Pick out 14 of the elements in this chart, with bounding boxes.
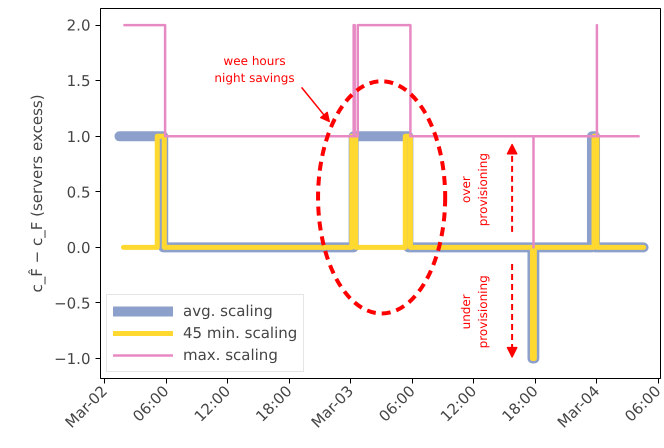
y-axis-title: c_F̂ − c_F (servers excess): [27, 94, 46, 293]
legend-label: avg. scaling: [183, 302, 273, 320]
legend-label: 45 min. scaling: [183, 324, 298, 342]
y-tick-label: 2.0: [66, 16, 91, 35]
y-tick-label: 0.5: [66, 183, 91, 202]
annotation: wee hours night savings: [214, 54, 295, 86]
y-tick-label: −1.0: [54, 350, 91, 368]
annotation: under provisioning: [459, 275, 490, 348]
y-tick-label: −0.5: [54, 294, 91, 312]
annotation: over provisioning: [459, 153, 490, 226]
y-tick-label: 1.5: [66, 72, 91, 90]
legend-label: max. scaling: [183, 346, 278, 364]
y-tick-label: 1.0: [66, 128, 91, 146]
y-tick-label: 0.0: [66, 238, 91, 257]
